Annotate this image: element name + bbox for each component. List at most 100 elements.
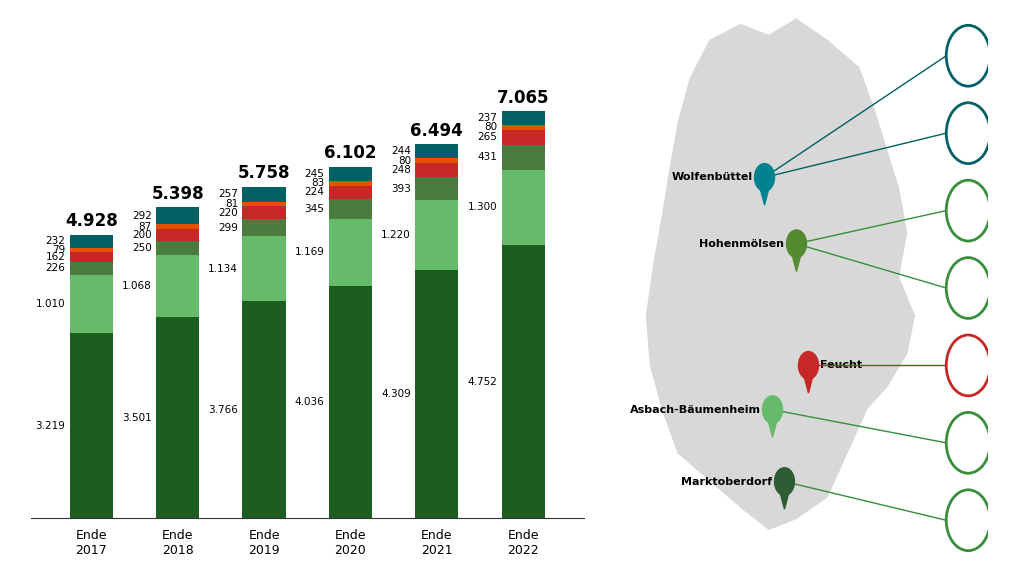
Bar — [243, 219, 286, 236]
Bar — [415, 177, 459, 200]
Text: 232: 232 — [45, 236, 66, 246]
Text: 1.068: 1.068 — [122, 281, 152, 291]
Text: 226: 226 — [45, 263, 66, 273]
Polygon shape — [777, 482, 792, 509]
Text: 248: 248 — [391, 165, 411, 175]
Bar — [243, 236, 286, 301]
Bar — [70, 262, 113, 275]
Text: 224: 224 — [304, 187, 325, 197]
Circle shape — [946, 180, 990, 241]
Text: 1.220: 1.220 — [381, 230, 411, 240]
Bar — [156, 317, 200, 518]
Text: 1.300: 1.300 — [468, 202, 498, 212]
Circle shape — [946, 490, 990, 551]
Polygon shape — [765, 410, 779, 437]
Bar — [243, 206, 286, 219]
Circle shape — [763, 396, 782, 423]
Bar — [329, 181, 372, 186]
Text: 162: 162 — [45, 252, 66, 262]
Bar — [70, 234, 113, 248]
Text: 7.065: 7.065 — [497, 89, 550, 107]
Text: 431: 431 — [477, 153, 498, 162]
Bar — [329, 167, 372, 181]
Bar — [70, 252, 113, 262]
Text: 4.309: 4.309 — [381, 389, 411, 399]
Text: 3.501: 3.501 — [122, 412, 152, 423]
Text: 345: 345 — [304, 204, 325, 214]
Bar — [156, 207, 200, 224]
Text: 4.928: 4.928 — [65, 212, 118, 230]
Bar — [156, 224, 200, 229]
Bar — [329, 286, 372, 518]
Bar — [70, 275, 113, 333]
Bar — [502, 125, 545, 130]
Text: 6.102: 6.102 — [325, 145, 377, 162]
Bar — [156, 229, 200, 241]
Circle shape — [799, 351, 818, 379]
Bar — [502, 170, 545, 245]
Bar — [502, 245, 545, 518]
Bar — [415, 270, 459, 518]
Text: Marktoberdorf: Marktoberdorf — [681, 476, 772, 487]
Bar — [329, 219, 372, 286]
Bar — [502, 112, 545, 125]
Circle shape — [946, 335, 990, 396]
Text: Wolfenbüttel: Wolfenbüttel — [672, 172, 753, 183]
Bar — [156, 241, 200, 255]
Bar — [70, 333, 113, 518]
Text: 244: 244 — [391, 146, 411, 156]
Bar — [502, 130, 545, 145]
Text: 5.758: 5.758 — [238, 164, 290, 182]
Text: 257: 257 — [218, 189, 238, 199]
Circle shape — [786, 230, 807, 257]
Polygon shape — [645, 17, 916, 531]
Bar — [329, 186, 372, 199]
Text: 79: 79 — [52, 245, 66, 255]
Bar — [70, 248, 113, 252]
Text: 237: 237 — [477, 113, 498, 123]
Circle shape — [755, 164, 774, 191]
Bar — [415, 145, 459, 158]
Circle shape — [946, 257, 990, 319]
Text: 1.010: 1.010 — [36, 299, 66, 309]
Text: 80: 80 — [397, 156, 411, 166]
Circle shape — [946, 25, 990, 86]
Polygon shape — [790, 244, 804, 271]
Text: 81: 81 — [225, 199, 238, 209]
Bar — [415, 200, 459, 270]
Polygon shape — [801, 365, 816, 393]
Polygon shape — [758, 177, 772, 205]
Text: 393: 393 — [391, 184, 411, 194]
Text: 1.169: 1.169 — [295, 247, 325, 257]
Bar — [415, 163, 459, 177]
Text: 80: 80 — [484, 123, 498, 132]
Bar — [502, 145, 545, 170]
Bar — [243, 301, 286, 518]
Text: 4.036: 4.036 — [295, 397, 325, 407]
Text: Asbach-Bäumenheim: Asbach-Bäumenheim — [630, 405, 761, 415]
Circle shape — [774, 468, 795, 495]
Text: 265: 265 — [477, 132, 498, 142]
Text: 299: 299 — [218, 222, 238, 233]
Text: 245: 245 — [304, 169, 325, 179]
Text: Feucht: Feucht — [820, 361, 862, 370]
Circle shape — [946, 103, 990, 164]
Bar — [415, 158, 459, 163]
Text: 6.494: 6.494 — [411, 122, 463, 140]
Bar — [329, 199, 372, 219]
Text: 87: 87 — [138, 222, 152, 232]
Text: 3.766: 3.766 — [208, 405, 238, 415]
Text: Hohenmölsen: Hohenmölsen — [699, 239, 784, 249]
Circle shape — [946, 412, 990, 473]
Bar — [156, 255, 200, 317]
Text: 292: 292 — [132, 211, 152, 221]
Text: 3.219: 3.219 — [36, 420, 66, 431]
Text: 250: 250 — [132, 243, 152, 253]
Text: 4.752: 4.752 — [467, 377, 498, 386]
Bar — [243, 202, 286, 206]
Text: 200: 200 — [132, 230, 152, 240]
Text: 5.398: 5.398 — [152, 185, 204, 203]
Bar — [243, 187, 286, 202]
Text: 1.134: 1.134 — [208, 264, 238, 274]
Text: 83: 83 — [311, 179, 325, 188]
